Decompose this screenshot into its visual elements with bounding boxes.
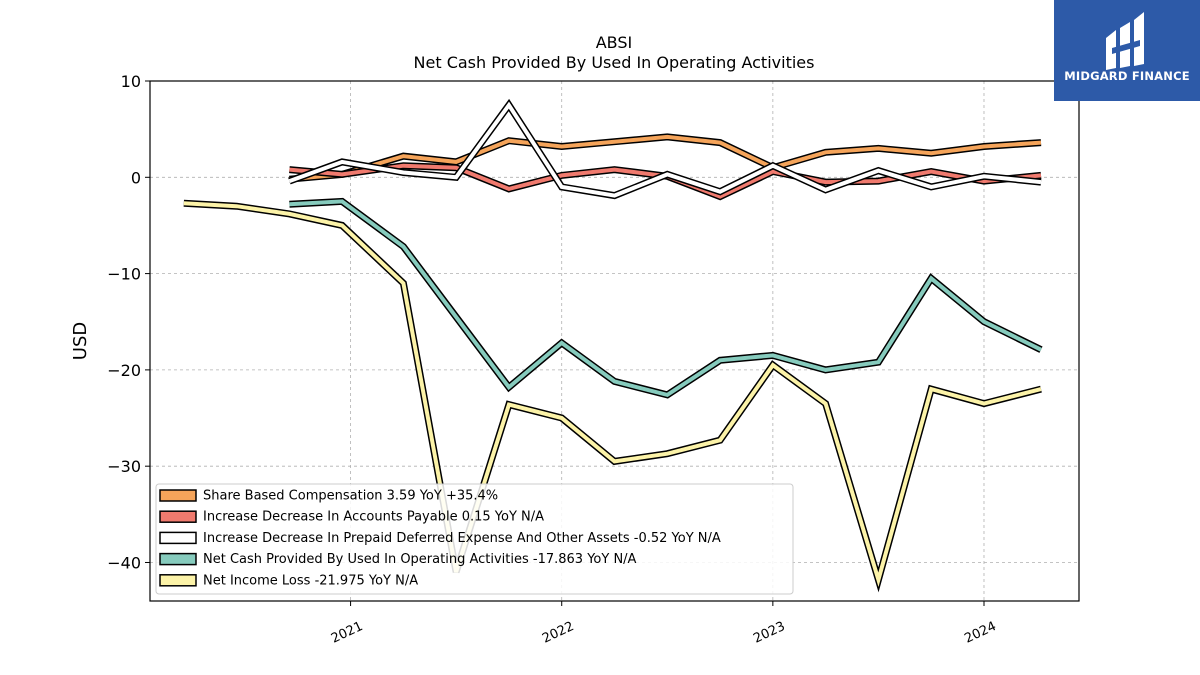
x-tick-label: 2023	[751, 619, 787, 647]
legend-label: Increase Decrease In Accounts Payable 0.…	[203, 510, 544, 525]
series-line	[289, 133, 1042, 183]
y-tick-label: −30	[107, 457, 141, 476]
y-axis-label: USD	[70, 322, 91, 360]
x-tick-label: 2021	[329, 619, 365, 647]
legend-item: Net Income Loss -21.975 YoY N/A	[159, 573, 418, 588]
series-line-stroke	[183, 201, 1042, 588]
legend-swatch	[159, 574, 197, 587]
series-line	[289, 197, 1043, 399]
series-line-stroke	[289, 134, 1042, 182]
legend-swatch	[159, 510, 197, 523]
legend-item: Share Based Compensation 3.59 YoY +35.4%	[159, 489, 498, 504]
x-axis: 2021 2022 2023 2024	[329, 601, 999, 647]
chart-subtitle: Net Cash Provided By Used In Operating A…	[414, 53, 815, 72]
legend-label: Increase Decrease In Prepaid Deferred Ex…	[203, 531, 721, 546]
series-line-stroke	[289, 199, 1042, 398]
legend-item: Increase Decrease In Prepaid Deferred Ex…	[159, 531, 721, 546]
chart-title: ABSI	[596, 33, 633, 52]
y-tick-label: −10	[107, 265, 141, 284]
y-tick-label: 0	[131, 168, 141, 187]
y-tick-label: −40	[107, 553, 141, 572]
legend: Share Based Compensation 3.59 YoY +35.4%…	[155, 483, 794, 595]
plot-frame	[149, 80, 1080, 602]
brand-name: MIDGARD FINANCE	[1064, 69, 1190, 83]
y-tick-label: −20	[107, 361, 141, 380]
legend-item: Increase Decrease In Accounts Payable 0.…	[159, 510, 544, 525]
series-line-stroke	[288, 101, 1042, 198]
series-line	[183, 199, 1042, 593]
legend-item: Net Cash Provided By Used In Operating A…	[159, 552, 637, 567]
y-axis: 10 0 −10 −20 −30 −40	[107, 72, 150, 572]
legend-swatch	[159, 531, 197, 545]
y-tick-label: 10	[121, 72, 141, 91]
x-tick-label: 2024	[962, 619, 998, 647]
brand-logo-icon	[1106, 12, 1144, 70]
legend-label: Net Income Loss -21.975 YoY N/A	[203, 573, 418, 588]
legend-swatch	[159, 552, 197, 566]
series-layer	[183, 98, 1043, 593]
legend-label: Net Cash Provided By Used In Operating A…	[203, 552, 637, 567]
series-line-outline	[289, 197, 1043, 399]
legend-box	[155, 483, 794, 595]
brand-logo: MIDGARD FINANCE	[1054, 0, 1200, 101]
legend-swatch	[159, 489, 197, 502]
series-line	[288, 98, 1042, 200]
legend-label: Share Based Compensation 3.59 YoY +35.4%	[203, 489, 498, 504]
x-tick-label: 2022	[540, 619, 576, 647]
